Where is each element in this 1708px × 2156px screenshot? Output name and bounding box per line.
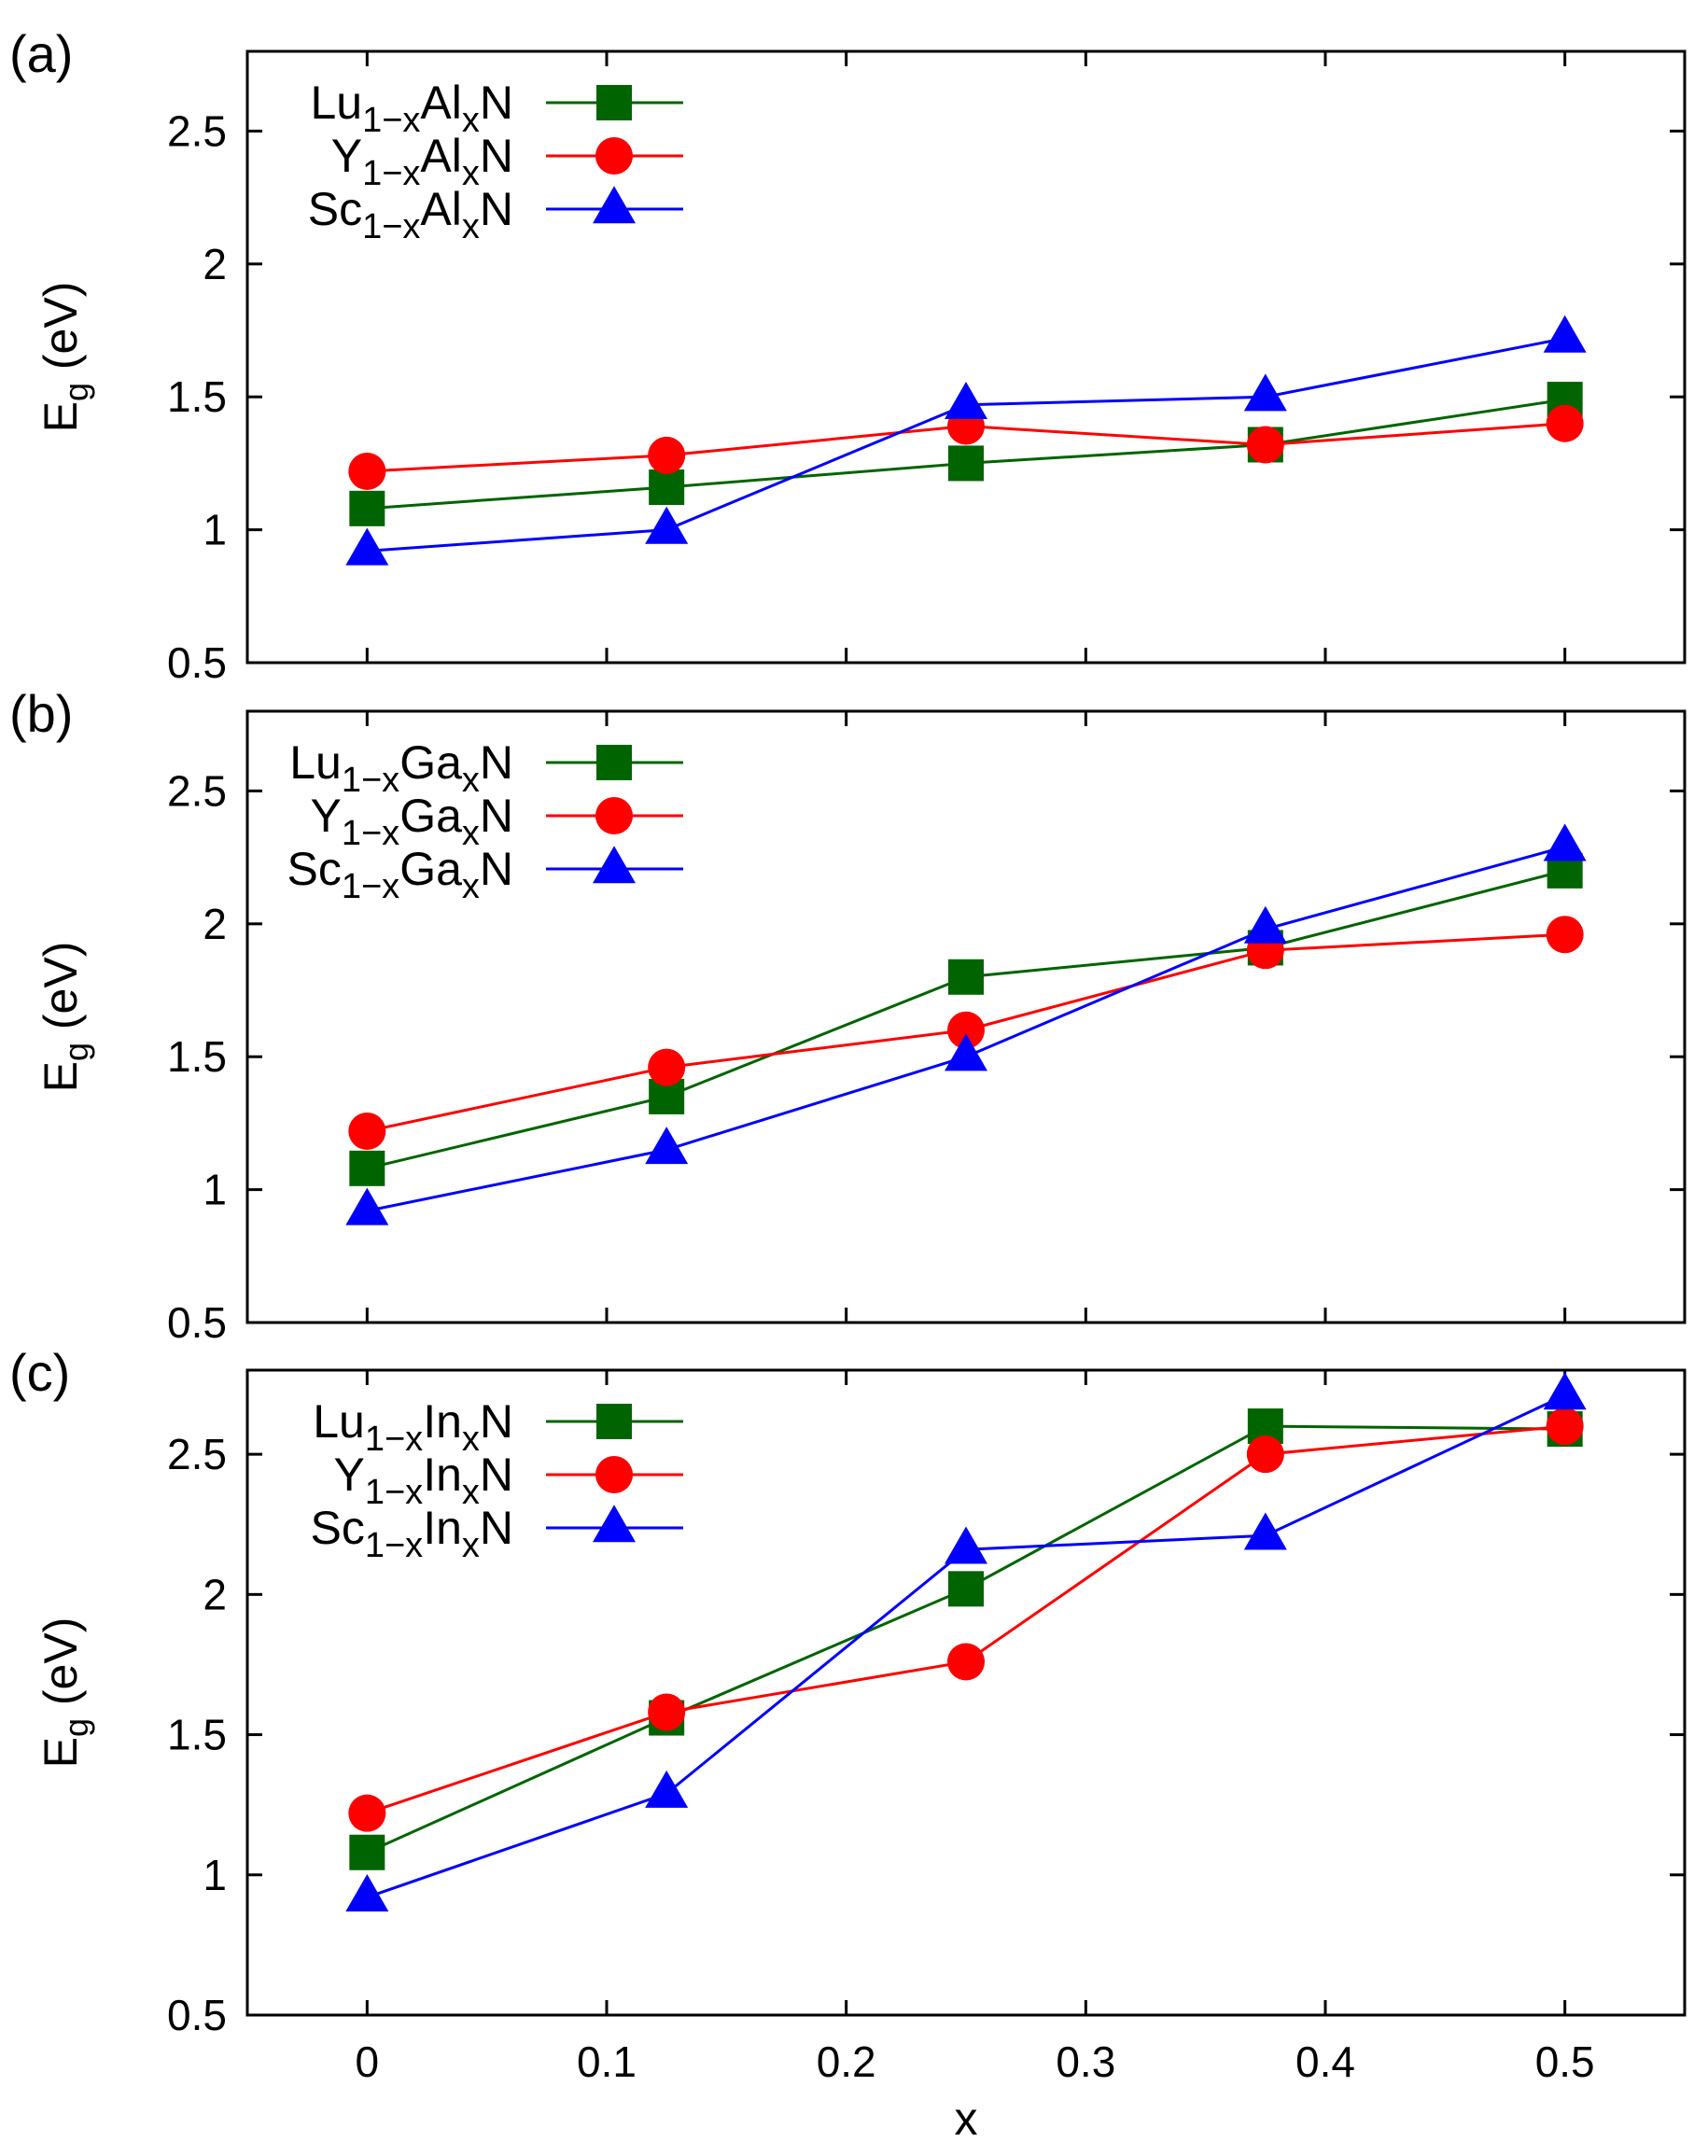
data-point	[1243, 1512, 1287, 1550]
y-tick-label: 0.5	[167, 1298, 227, 1347]
data-point	[1243, 905, 1287, 944]
panel-label: (c)	[9, 1343, 70, 1402]
legend-entry: Sc1−xInxN	[311, 1502, 514, 1565]
legend-entry: Y1−xInxN	[334, 1449, 514, 1512]
y-tick-label: 1	[203, 1851, 227, 1899]
data-point	[348, 1112, 386, 1150]
y-tick-label: 2.5	[167, 766, 227, 815]
data-point	[349, 490, 385, 526]
x-tick-label: 0.2	[817, 2037, 876, 2086]
y-tick-label: 2.5	[167, 106, 227, 155]
data-point	[948, 445, 984, 482]
data-point	[348, 1794, 386, 1832]
legend-entry: Y1−xGaxN	[311, 790, 514, 853]
x-tick-label: 0.3	[1056, 2037, 1115, 2086]
y-tick-label: 1.5	[167, 1711, 227, 1759]
y-tick-label: 2.5	[167, 1430, 227, 1478]
series-line	[366, 1424, 1565, 1855]
legend-marker	[595, 137, 633, 175]
plot-frame	[245, 709, 1687, 1324]
data-point	[648, 436, 686, 474]
data-point	[945, 1033, 987, 1071]
data-point	[648, 1048, 686, 1086]
data-point	[345, 527, 389, 566]
series-line	[366, 1424, 1565, 1815]
legend-entry: Y1−xAlxN	[331, 130, 513, 193]
data-point	[1243, 373, 1287, 412]
data-point	[348, 452, 386, 490]
x-tick-label: 0	[356, 2037, 380, 2086]
y-tick-label: 1	[203, 506, 227, 554]
data-point	[345, 1187, 389, 1225]
plot-frame	[245, 1368, 1687, 2017]
data-point	[1546, 916, 1584, 954]
data-point	[945, 381, 987, 419]
panel-label: (b)	[9, 684, 73, 743]
data-point	[1546, 1407, 1584, 1446]
data-point	[349, 1150, 385, 1186]
y-axis-title: Eg (eV)	[35, 282, 95, 433]
x-axis-title: x	[955, 2093, 978, 2145]
chart-panel-2: 0.5 1 1.5 2 2.5 Eg (eV) (b) Lu1−xGaxNY1−xGaxNSc…	[9, 684, 1687, 1347]
data-point	[645, 506, 689, 544]
data-point	[1543, 823, 1587, 861]
data-point	[945, 1526, 987, 1564]
data-point	[947, 1643, 985, 1681]
chart-panel-3: 0.5 1 1.5 2 2.5 0 0.1 0.2 0.3 0.4 0.5 x Eg (eV) (c) Lu…	[9, 1343, 1687, 2145]
legend-marker	[593, 186, 636, 224]
legend-entry: Lu1−xInxN	[313, 1395, 513, 1459]
legend-entry: Lu1−xAlxN	[310, 77, 513, 140]
y-tick-label: 1.5	[167, 1032, 227, 1081]
legend-entry: Lu1−xGaxN	[289, 736, 513, 800]
data-point	[1246, 426, 1284, 464]
x-tick-label: 0.1	[577, 2037, 637, 2086]
y-tick-label: 2	[203, 900, 227, 948]
plot-frame	[245, 49, 1687, 665]
legend-marker	[593, 846, 636, 884]
panel-label: (a)	[9, 24, 73, 83]
y-axis-title: Eg (eV)	[35, 1617, 95, 1769]
legend-marker	[595, 1456, 633, 1493]
y-tick-label: 1	[203, 1166, 227, 1214]
x-tick-label: 0.4	[1295, 2037, 1355, 2086]
chart-panel-1: 0.5 1 1.5 2 2.5 Eg (eV) (a) Lu1−xAlxNY1−xAlxNSc…	[9, 24, 1687, 687]
legend-entry: Sc1−xGaxN	[287, 843, 514, 906]
y-tick-label: 2	[203, 240, 227, 288]
data-point	[1543, 315, 1587, 353]
data-point	[649, 469, 685, 506]
data-point	[1543, 1372, 1587, 1410]
y-tick-label: 0.5	[167, 1991, 227, 2039]
y-tick-label: 0.5	[167, 638, 227, 687]
y-tick-label: 2	[203, 1570, 227, 1618]
data-point	[645, 1770, 689, 1808]
data-point	[948, 1571, 984, 1607]
data-point	[1246, 1435, 1284, 1474]
data-point	[648, 1693, 686, 1731]
data-point	[947, 1011, 985, 1049]
data-point	[948, 959, 984, 995]
data-point	[1546, 404, 1584, 442]
legend-marker	[595, 797, 633, 834]
data-point	[645, 1127, 689, 1165]
y-axis-title: Eg (eV)	[35, 942, 95, 1093]
x-tick-label: 0.5	[1535, 2037, 1595, 2086]
legend-marker	[596, 745, 632, 780]
legend-marker	[593, 1505, 636, 1543]
y-tick-label: 1.5	[167, 372, 227, 421]
data-point	[345, 1874, 389, 1912]
legend-entry: Sc1−xAlxN	[308, 183, 513, 246]
legend-marker	[596, 85, 632, 120]
legend-marker	[596, 1404, 632, 1439]
data-point	[349, 1834, 385, 1870]
